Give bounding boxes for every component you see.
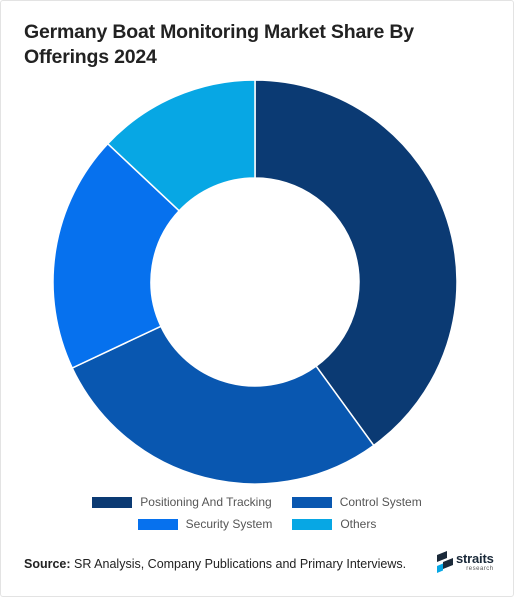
logo-wordmark: straits [456, 551, 494, 566]
legend-label: Security System [185, 517, 273, 531]
source-text: SR Analysis, Company Publications and Pr… [74, 557, 407, 571]
donut-slice-positioning-and-tracking[interactable] [254, 79, 458, 447]
legend-label: Others [340, 517, 377, 531]
legend-swatch [137, 518, 178, 530]
donut-slice-others[interactable] [106, 79, 256, 212]
legend-row-2: Security System Others [0, 517, 514, 531]
legend-label: Control System [339, 495, 422, 509]
straits-research-logo: straits research [437, 551, 494, 573]
legend-item-others[interactable]: Others [292, 517, 376, 531]
legend-swatch [291, 496, 332, 508]
legend-item-positioning-and-tracking[interactable]: Positioning And Tracking [92, 495, 272, 509]
legend-item-control-system[interactable]: Control System [291, 495, 422, 509]
chart-title: Germany Boat Monitoring Market Share By … [24, 21, 414, 68]
straits-logo-icon [437, 551, 453, 573]
source-label: Source: [24, 557, 71, 571]
source-note: Source: SR Analysis, Company Publication… [24, 557, 406, 571]
legend-item-security-system[interactable]: Security System [137, 517, 273, 531]
donut-slice-control-system[interactable] [71, 325, 375, 485]
legend-label: Positioning And Tracking [140, 495, 272, 509]
legend-swatch [292, 518, 333, 530]
donut-slice-security-system[interactable] [52, 142, 181, 370]
logo-subtext: research [466, 566, 494, 572]
legend-swatch [92, 496, 133, 508]
legend-row-1: Positioning And Tracking Control System [0, 495, 514, 509]
